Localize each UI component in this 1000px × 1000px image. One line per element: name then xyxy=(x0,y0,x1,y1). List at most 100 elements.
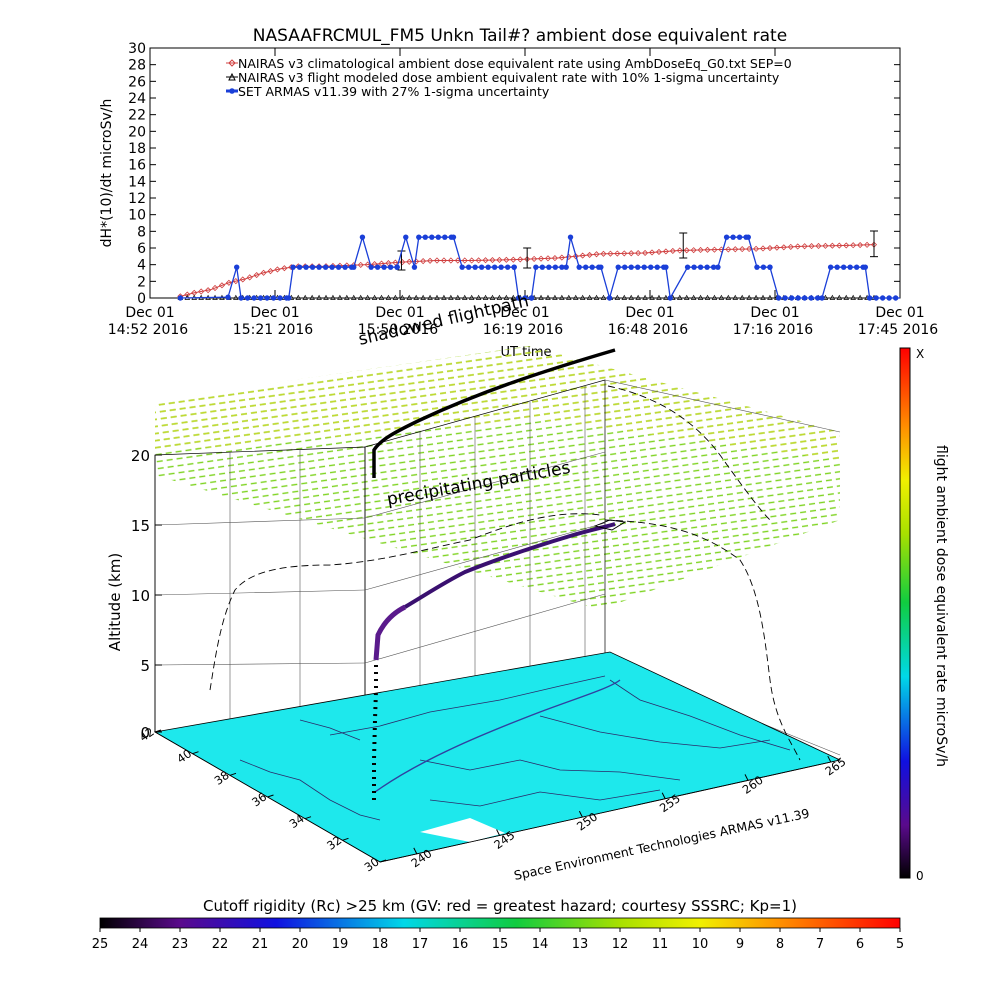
series-set-armas-point xyxy=(522,295,528,301)
series-nairas-flight-modeled-point xyxy=(843,294,850,300)
series-nairas-climatological-point xyxy=(600,250,607,257)
series-nairas-climatological-point xyxy=(850,242,857,249)
series-nairas-flight-modeled-point xyxy=(663,294,669,300)
series-set-armas-point xyxy=(374,264,381,270)
series-nairas-climatological-point xyxy=(246,274,253,281)
bottom-colorbar-ticks: 25 24 23 22 21 20 19 18 17 16 15 14 13 12 11 10 9 8 7 6 5 xyxy=(92,928,904,952)
top-x-tick-date: Dec 01 xyxy=(500,305,549,321)
series-nairas-flight-modeled-point xyxy=(711,294,718,300)
latitude-tick xyxy=(342,837,349,841)
series-nairas-climatological-point xyxy=(808,243,815,250)
series-set-armas-point xyxy=(264,295,270,301)
series-set-armas-point xyxy=(498,264,504,270)
top-wall-projection xyxy=(607,385,771,521)
series-set-armas-point xyxy=(827,264,834,270)
series-nairas-climatological-point xyxy=(676,247,683,254)
series-set-armas-point xyxy=(715,264,721,270)
z-tick-label: 5 xyxy=(140,657,150,675)
series-nairas-climatological-point xyxy=(773,244,780,251)
dose-rate-time-series-chart: NASAAFRCMUL_FM5 Unkn Tail#? ambient dose… xyxy=(99,26,938,360)
series-nairas-flight-modeled-point xyxy=(635,294,641,300)
series-nairas-flight-modeled-point xyxy=(378,294,385,300)
series-nairas-flight-modeled-point xyxy=(233,294,239,300)
series-nairas-climatological-point xyxy=(787,243,794,250)
series-nairas-flight-modeled-point xyxy=(406,294,413,300)
series-nairas-climatological-point xyxy=(718,246,725,253)
right-colorbar-top-label: X xyxy=(916,347,924,361)
precipitating-particles-field-high xyxy=(155,346,840,460)
series-set-armas-point xyxy=(847,264,853,270)
series-nairas-flight-modeled-point xyxy=(857,294,863,300)
series-nairas-climatological-point xyxy=(468,257,475,264)
series-nairas-flight-modeled-point xyxy=(295,294,302,300)
shadowed-flightpath xyxy=(372,348,616,478)
series-nairas-flight-modeled-point xyxy=(316,294,322,300)
series-nairas-climatological-point xyxy=(420,258,427,265)
series-set-armas-point xyxy=(559,264,565,270)
series-nairas-flight-modeled-point xyxy=(697,294,704,300)
series-nairas-flight-modeled-point xyxy=(371,294,378,300)
series-set-armas-point xyxy=(177,295,184,301)
series-nairas-flight-modeled-point xyxy=(496,294,503,300)
series-nairas-climatological-point xyxy=(870,241,878,248)
series-nairas-climatological-point xyxy=(739,246,746,253)
right-colorbar-gradient xyxy=(899,347,911,879)
series-set-armas-point xyxy=(767,264,773,270)
top-x-tick-date: Dec 01 xyxy=(750,305,799,321)
series-nairas-flight-modeled-point xyxy=(850,294,856,300)
series-nairas-flight-modeled-point xyxy=(579,294,586,300)
series-set-armas-point xyxy=(296,264,303,270)
diamond-marker-icon xyxy=(228,59,236,67)
series-set-armas-point xyxy=(760,264,767,270)
series-set-armas-point xyxy=(257,295,264,301)
series-set-armas-point xyxy=(667,295,673,301)
series-nairas-flight-modeled-point xyxy=(489,294,496,300)
series-nairas-climatological-point xyxy=(725,246,732,253)
bottom-colorbar-title: Cutoff rigidity (Rc) >25 km (GV: red = g… xyxy=(203,897,797,915)
series-set-armas-point xyxy=(429,234,435,240)
left-wall-projection xyxy=(209,513,601,691)
dot-marker-icon xyxy=(229,88,235,94)
bottom-colorbar-tick-label: 24 xyxy=(132,937,149,952)
series-set-armas-point xyxy=(442,234,448,240)
series-nairas-climatological-point xyxy=(642,249,649,257)
series-nairas-flight-modeled-point xyxy=(725,294,732,300)
series-nairas-flight-modeled-point xyxy=(642,294,648,300)
top-x-tick-time: 17:16 2016 xyxy=(733,322,814,338)
bottom-colorbar-tick-label: 23 xyxy=(172,937,189,952)
top-y-tick-label: 20 xyxy=(128,124,146,140)
series-nairas-flight-modeled-point xyxy=(344,294,350,300)
series-set-armas-point xyxy=(416,234,422,240)
series-set-armas-point xyxy=(879,295,886,301)
right-colorbar-bottom-label: 0 xyxy=(916,869,924,883)
series-nairas-flight-modeled-point xyxy=(420,294,426,300)
latitude-tick xyxy=(229,772,237,776)
series-nairas-climatological-point xyxy=(205,287,212,294)
bottom-colorbar-tick-label: 8 xyxy=(776,937,784,952)
series-nairas-flight-modeled-point xyxy=(628,294,635,300)
series-set-armas-point xyxy=(866,295,873,301)
series-set-armas-point xyxy=(736,234,743,240)
top-y-tick-label: 28 xyxy=(128,58,146,74)
z-tick-label: 20 xyxy=(131,447,150,465)
series-set-armas-point xyxy=(381,264,387,270)
series-set-armas-point xyxy=(546,264,552,270)
series-nairas-flight-modeled-point xyxy=(364,294,371,300)
series-set-armas-point xyxy=(892,295,899,301)
bottom-colorbar-tick-label: 11 xyxy=(652,937,669,952)
series-set-armas-point xyxy=(394,264,400,270)
longitude-tick xyxy=(413,847,418,855)
latitude-tick-label: 42 xyxy=(137,725,157,745)
legend-item-set-armas: SET ARMAS v11.39 with 27% 1-sigma uncert… xyxy=(226,84,550,99)
bottom-colorbar-tick-label: 20 xyxy=(292,937,309,952)
series-nairas-climatological-point xyxy=(260,269,267,276)
series-set-armas-point xyxy=(663,264,669,270)
legend-text-nairas-climatological: NAIRAS v3 climatological ambient dose eq… xyxy=(238,56,792,71)
series-nairas-climatological-point xyxy=(586,251,593,258)
bottom-colorbar-tick-label: 17 xyxy=(412,937,429,952)
series-nairas-flight-modeled-point xyxy=(559,294,565,300)
triangle-marker-icon xyxy=(228,72,236,81)
top-chart-y-axis-label: dH*(10)/dt microSv/h xyxy=(99,99,115,248)
series-set-armas-point xyxy=(582,264,589,270)
latitude-tick-label: 40 xyxy=(174,746,194,766)
